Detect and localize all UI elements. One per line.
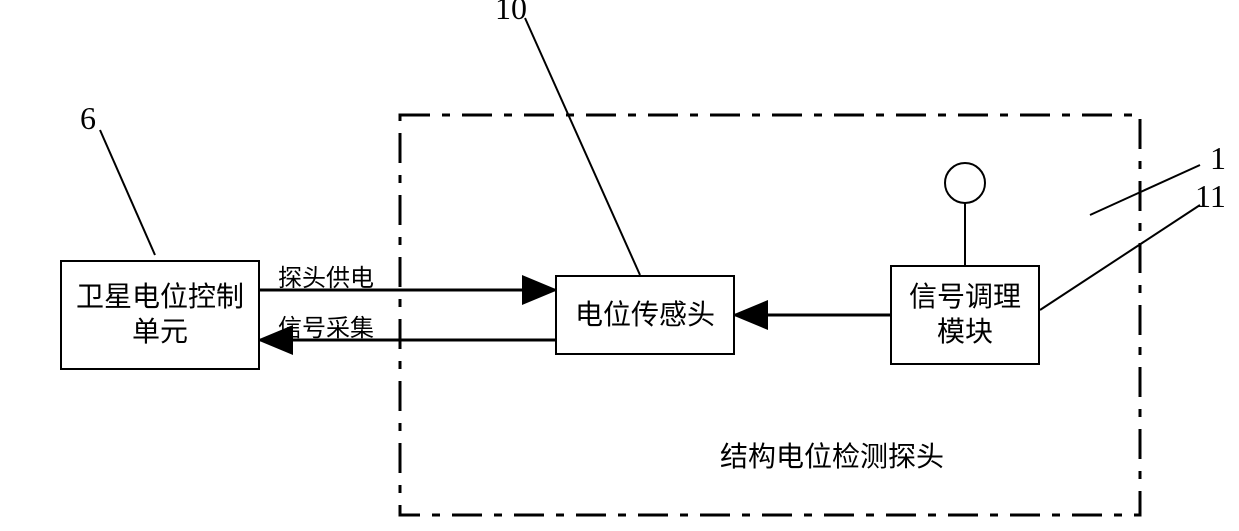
node-control-unit: 卫星电位控制单元 <box>60 260 260 370</box>
node-control-unit-label: 卫星电位控制单元 <box>76 280 244 350</box>
node-sensor-head-label: 电位传感头 <box>575 298 715 333</box>
diagram-canvas: 卫星电位控制单元 电位传感头 信号调理模块 探头供电 信号采集 6 10 1 1… <box>0 0 1239 531</box>
node-signal-module-label: 信号调理模块 <box>909 280 1021 350</box>
edge-label-power: 探头供电 <box>278 258 374 293</box>
callout-label-11: 11 <box>1195 178 1226 215</box>
edge-label-signal: 信号采集 <box>278 308 374 343</box>
callout-label-6: 6 <box>80 100 96 137</box>
caption-label: 结构电位检测探头 <box>720 435 944 475</box>
node-sensor-head: 电位传感头 <box>555 275 735 355</box>
callout-label-1: 1 <box>1210 140 1226 177</box>
node-signal-module: 信号调理模块 <box>890 265 1040 365</box>
callout-label-10: 10 <box>495 0 527 27</box>
